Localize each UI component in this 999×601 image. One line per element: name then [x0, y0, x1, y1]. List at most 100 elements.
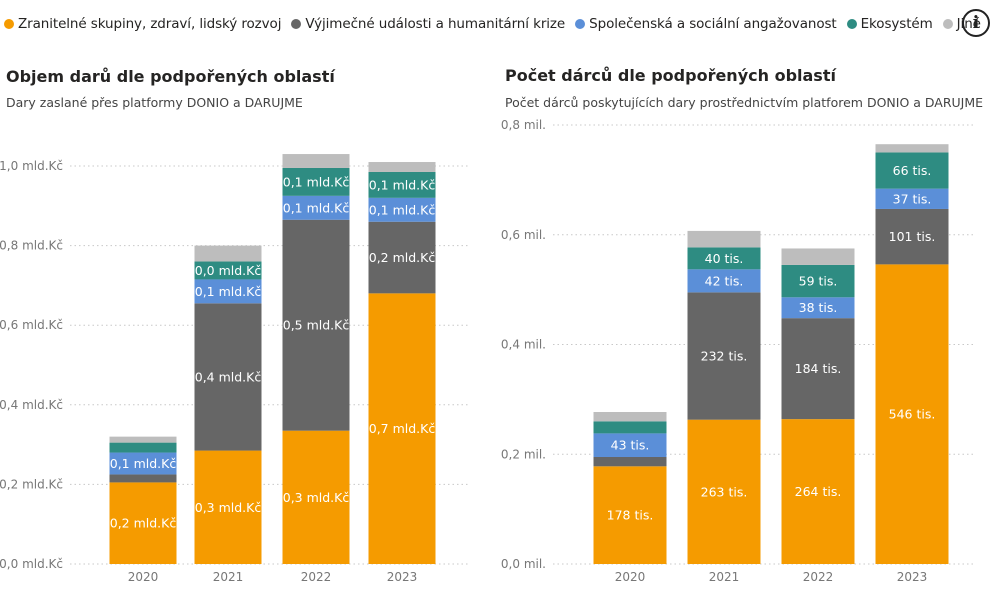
- legend-dot: [942, 19, 953, 29]
- data-label: 0,1 mld.Kč: [283, 174, 350, 189]
- data-label: 546 tis.: [889, 407, 936, 422]
- y-tick-label: 0,0 mld.Kč: [0, 557, 63, 571]
- y-tick-label: 0,4 mil.: [501, 338, 546, 352]
- chart-title-volume: Objem darů dle podpořených oblastí: [6, 67, 335, 86]
- bar-segment: [194, 450, 262, 564]
- legend: Zranitelné skupiny, zdraví, lidský rozvo…: [4, 9, 981, 39]
- data-label: 0,3 mld.Kč: [283, 490, 350, 505]
- bar-segment: [194, 279, 262, 304]
- data-label: 0,1 mld.Kč: [283, 200, 350, 215]
- data-label: 42 tis.: [705, 273, 744, 288]
- bar-segment: [593, 456, 667, 467]
- legend-label: Výjimečné události a humanitární krize: [305, 16, 566, 32]
- bar-segment: [109, 482, 177, 564]
- legend-item-social[interactable]: Společenská a sociální angažovanost: [575, 16, 837, 32]
- x-tick-label: 2021: [709, 570, 740, 584]
- bar-segment: [593, 433, 667, 457]
- chart-title-donors: Počet dárců dle podpořených oblastí: [505, 66, 836, 85]
- y-tick-label: 0,2 mld.Kč: [0, 477, 63, 491]
- bar-segment: [194, 261, 262, 280]
- bar-segment: [368, 293, 436, 564]
- data-label: 178 tis.: [607, 508, 654, 523]
- data-label: 232 tis.: [701, 349, 748, 364]
- data-label: 263 tis.: [701, 484, 748, 499]
- y-tick-label: 0,2 mil.: [501, 447, 546, 461]
- info-icon[interactable]: i: [962, 9, 990, 37]
- y-tick-label: 0,6 mld.Kč: [0, 318, 63, 332]
- legend-dot: [846, 19, 857, 29]
- legend-label: Zranitelné skupiny, zdraví, lidský rozvo…: [18, 16, 282, 32]
- y-tick-label: 0,6 mil.: [501, 228, 546, 242]
- bar-segment: [875, 264, 949, 564]
- bar-segment: [875, 144, 949, 153]
- data-label: 0,1 mld.Kč: [369, 202, 436, 217]
- y-tick-label: 1,0 mld.Kč: [0, 159, 63, 173]
- data-label: 66 tis.: [893, 163, 932, 178]
- legend-item-emergencies[interactable]: Výjimečné události a humanitární krize: [291, 16, 565, 32]
- legend-dot: [291, 19, 302, 29]
- bar-segment: [687, 269, 761, 293]
- data-label: 184 tis.: [795, 361, 842, 376]
- bar-segment: [282, 430, 350, 564]
- bar-segment: [194, 303, 262, 451]
- x-tick-label: 2023: [387, 570, 418, 584]
- bar-segment: [368, 171, 436, 198]
- data-label: 264 tis.: [795, 484, 842, 499]
- legend-label: Ekosystém: [860, 16, 933, 32]
- bar-segment: [687, 419, 761, 564]
- bar-segment: [875, 208, 949, 265]
- data-label: 0,0 mld.Kč: [195, 263, 262, 278]
- bar-segment: [194, 245, 262, 262]
- data-label: 0,2 mld.Kč: [369, 250, 436, 265]
- bar-segment: [593, 466, 667, 564]
- bar-segment: [368, 221, 436, 294]
- data-label: 37 tis.: [893, 191, 932, 206]
- legend-label: Společenská a sociální angažovanost: [589, 16, 837, 32]
- bar-segment: [781, 419, 855, 564]
- bar-segment: [875, 152, 949, 189]
- bar-segment: [282, 167, 350, 196]
- bar-segment: [109, 436, 177, 443]
- data-label: 40 tis.: [705, 251, 744, 266]
- x-tick-label: 2020: [615, 570, 646, 584]
- data-label: 59 tis.: [799, 274, 838, 289]
- bar-segment: [368, 162, 436, 172]
- data-label: 43 tis.: [611, 438, 650, 453]
- bar-segment: [687, 292, 761, 420]
- bar-segment: [368, 197, 436, 222]
- data-label: 0,3 mld.Kč: [195, 500, 262, 515]
- bar-segment: [875, 188, 949, 209]
- y-tick-label: 0,4 mld.Kč: [0, 398, 63, 412]
- x-tick-label: 2020: [128, 570, 159, 584]
- data-label: 0,1 mld.Kč: [369, 177, 436, 192]
- chart-subtitle-donors: Počet dárců poskytujících dary prostředn…: [505, 95, 984, 110]
- x-tick-label: 2022: [301, 570, 332, 584]
- bar-segment: [282, 219, 350, 431]
- y-tick-label: 0,0 mil.: [501, 557, 546, 571]
- bar-segment: [109, 474, 177, 483]
- chart-subtitle-volume: Dary zaslané přes platformy DONIO a DARU…: [6, 95, 303, 110]
- data-label: 101 tis.: [889, 229, 936, 244]
- bar-segment: [781, 318, 855, 420]
- bar-segment: [109, 452, 177, 475]
- y-tick-label: 0,8 mld.Kč: [0, 239, 63, 253]
- data-label: 0,1 mld.Kč: [110, 456, 177, 471]
- legend-item-vulnerable[interactable]: Zranitelné skupiny, zdraví, lidský rozvo…: [4, 16, 281, 32]
- bar-segment: [687, 230, 761, 248]
- bar-segment: [282, 154, 350, 168]
- data-label: 38 tis.: [799, 300, 838, 315]
- bar-segment: [781, 264, 855, 298]
- legend-item-ecosystem[interactable]: Ekosystém: [846, 16, 933, 32]
- data-label: 0,5 mld.Kč: [283, 318, 350, 333]
- legend-dot: [4, 19, 14, 29]
- bar-segment: [781, 248, 855, 265]
- data-label: 0,7 mld.Kč: [369, 421, 436, 436]
- y-tick-label: 0,8 mil.: [501, 118, 546, 132]
- bar-segment: [593, 411, 667, 422]
- x-tick-label: 2022: [803, 570, 834, 584]
- data-label: 0,4 mld.Kč: [195, 369, 262, 384]
- bar-segment: [593, 421, 667, 434]
- x-tick-label: 2023: [897, 570, 928, 584]
- x-tick-label: 2021: [213, 570, 244, 584]
